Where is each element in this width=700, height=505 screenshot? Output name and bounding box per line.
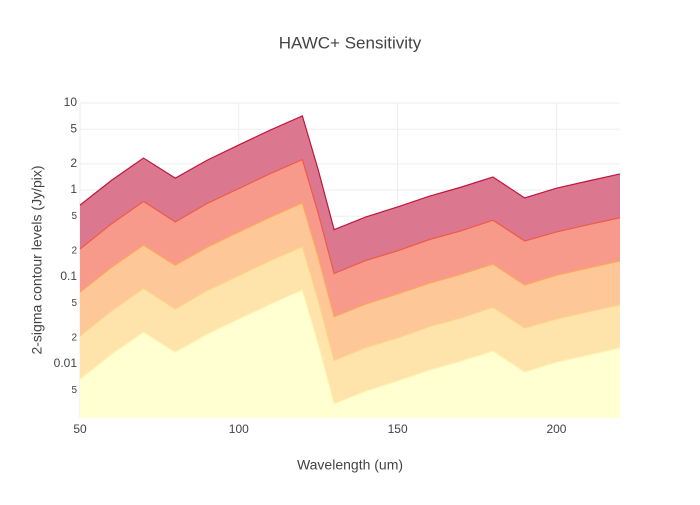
y-tick-label: 5 <box>71 385 77 396</box>
x-tick-label: 100 <box>229 422 249 436</box>
y-tick-label: 5 <box>71 298 77 309</box>
y-tick-label: 5 <box>71 211 77 222</box>
y-tick-label: 10 <box>64 95 78 109</box>
y-tick-label: 2 <box>71 333 77 344</box>
series-line <box>79 115 621 231</box>
labels: 0.01 5 2 5 0.1 2 5 1 2 5 10 50 100 150 200 <box>54 95 567 436</box>
y-tick-label: 0.1 <box>60 269 77 283</box>
area-fill <box>80 202 620 361</box>
area-fill <box>80 159 620 317</box>
x-tick-label: 200 <box>546 422 566 436</box>
series-line <box>79 202 621 318</box>
area-fill <box>80 289 620 418</box>
series-line <box>79 245 621 362</box>
x-tick-label: 50 <box>73 422 87 436</box>
y-tick-label: 2 <box>71 245 77 256</box>
x-tick-label: 150 <box>388 422 408 436</box>
x-axis-label: Wavelength (um) <box>297 457 403 473</box>
y-tick-label: 1 <box>70 182 77 196</box>
areas <box>79 115 621 418</box>
y-tick-label: 0.01 <box>54 356 78 370</box>
y-tick-label: 2 <box>70 156 77 170</box>
y-axis-label: 2-sigma contour levels (Jy/pix) <box>29 165 45 354</box>
chart-title: HAWC+ Sensitivity <box>279 33 422 52</box>
area-fill <box>80 115 620 274</box>
y-tick-label: 5 <box>70 121 77 135</box>
series-line <box>79 289 621 405</box>
area-fill <box>80 246 620 404</box>
series-line <box>79 158 621 275</box>
